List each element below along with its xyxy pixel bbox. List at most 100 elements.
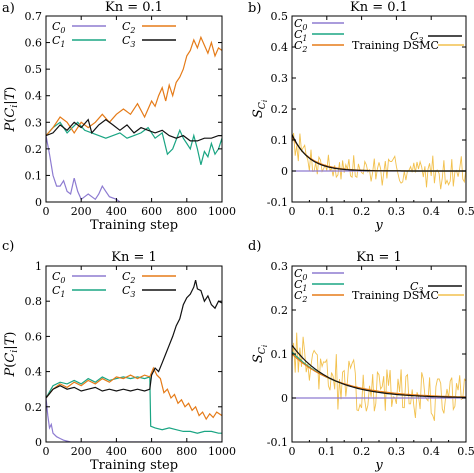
series-c0-line [46,397,222,442]
panel-tag-c: c) [2,239,14,254]
panel-d: d)Kn = 10 0.1 0.2 0.3 0.4 0.5-0.100.10.20.3yS… [248,239,474,473]
y-tick-label: 0.8 [25,295,43,308]
legend-label: C3 [410,280,423,295]
y-tick-label: 0.6 [25,37,43,50]
x-tick-label: 0.2 [353,445,371,458]
panel-title-a: Kn = 0.1 [105,0,163,15]
x-tick-label: 0.3 [388,445,406,458]
x-tick-label: 0 [289,205,296,218]
panel-title-c: Kn = 1 [111,250,157,265]
x-axis-label: y [374,458,383,473]
y-tick-label: 0.1 [271,134,289,147]
legend-label: C2 [122,20,135,35]
series-c2-line [46,35,222,136]
x-axis-label: y [374,218,383,233]
legend-label: C2 [294,39,307,54]
x-tick-label: 0 [43,445,50,458]
y-tick-label: 0 [281,165,288,178]
panel-tag-d: d) [248,239,261,254]
y-tick-label: 0.4 [271,41,289,54]
x-tick-label: 400 [106,205,127,218]
x-tick-label: 0 [289,445,296,458]
series-c1-line [46,376,222,434]
x-tick-label: 600 [141,205,162,218]
legend-label: C1 [294,28,307,43]
x-tick-label: 200 [71,205,92,218]
y-tick-label: 0.1 [271,348,289,361]
series-c3-line [292,344,466,398]
x-tick-label: 0.5 [457,445,474,458]
legend-label: Training DSMC [352,39,439,52]
series-c1-line [46,121,222,165]
plot-frame [45,265,223,443]
series-c0-line [46,135,121,202]
panel-c: c) Kn = 1 0 200 400 600 800 1000 0 0.2 0.4 0.6 0.8 1 T… [2,239,236,473]
panel-tag-b: b) [248,1,261,16]
x-tick-label: 0.4 [422,445,440,458]
x-tick-label: 0.4 [422,205,440,218]
y-tick-label: 0.1 [25,169,43,182]
x-tick-label: 1000 [208,205,236,218]
y-tick-label: 0.2 [25,401,43,414]
legend-label: C2 [122,270,135,285]
panel-tag-a: a) [2,1,15,16]
y-tick-label: 0.2 [271,103,289,116]
x-tick-label: 200 [71,445,92,458]
legend-label: C1 [52,284,65,299]
y-tick-label: 0.5 [25,63,43,76]
x-tick-label: 800 [176,445,197,458]
y-tick-label: 0.7 [25,10,43,23]
y-tick-label: 0 [35,196,42,209]
y-tick-label: 0.4 [25,366,43,379]
legend-label: C3 [122,284,135,299]
legend-label: C0 [52,20,65,35]
y-axis-label: P(Ci|T) [3,87,20,133]
y-tick-label: -0.1 [267,436,288,449]
legend-label: C3 [122,34,135,49]
x-axis-label: Training step [90,218,178,233]
legend-label: C0 [294,17,307,32]
plot-frame [45,15,223,203]
y-tick-label: -0.1 [267,196,288,209]
legend-label: C0 [294,267,307,282]
series-c2-line [46,366,222,421]
y-axis-label: P(Ci|T) [3,332,20,378]
y-axis-label: SCi [251,345,269,363]
legend-label: Training DSMC [352,289,439,302]
y-tick-label: 0.3 [271,260,289,273]
panel-b: b) Kn = 0.10 0.1 0.2 0.3 0.4 0.5-0.100.10.20.3… [248,0,474,233]
y-tick-label: 0 [35,436,42,449]
y-axis-label: SCi [251,100,269,118]
x-tick-label: 0.5 [457,205,474,218]
series-c3-line [46,279,222,399]
series-training-dsmc-line [292,132,466,190]
y-tick-label: 0.5 [271,10,289,23]
legend-label: C2 [294,289,307,304]
x-tick-label: 0.1 [318,205,336,218]
y-tick-label: 0.6 [25,330,43,343]
legend-label: C1 [294,278,307,293]
series-group [46,279,222,442]
legend-label: C1 [52,34,65,49]
x-tick-label: 800 [176,205,197,218]
x-tick-label: 1000 [208,445,236,458]
y-tick-label: 0.2 [25,143,43,156]
x-tick-label: 0.2 [353,205,371,218]
y-tick-label: 0.3 [25,116,43,129]
panel-title-b: Kn = 0.1 [350,0,408,15]
x-tick-label: 0.3 [388,205,406,218]
series-training-dsmc-line [292,332,466,421]
y-tick-label: 0.4 [25,90,43,103]
y-tick-label: 0.2 [271,304,289,317]
x-axis-label: Training step [90,458,178,473]
x-tick-label: 400 [106,445,127,458]
x-tick-label: 0 [43,205,50,218]
series-group [292,332,466,421]
y-tick-label: 0.3 [271,72,289,85]
panel-title-d: Kn = 1 [356,250,402,265]
